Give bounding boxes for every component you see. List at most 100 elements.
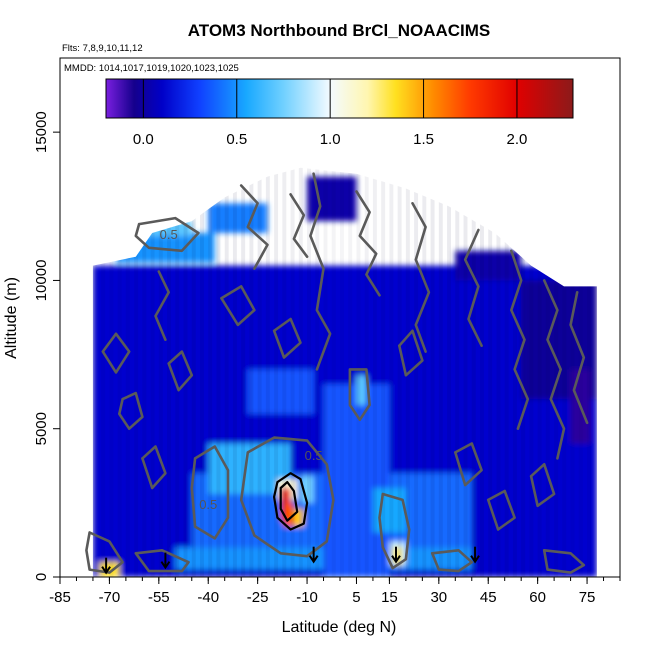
colorbar-tick-label: 2.0	[507, 131, 528, 148]
contour-line	[239, 436, 335, 558]
texture-stripe	[372, 167, 377, 577]
texture-stripe	[117, 167, 122, 577]
texture-stripe	[438, 167, 443, 577]
texture-stripe	[496, 167, 501, 577]
x-tick-label: 5	[352, 589, 360, 606]
marker-head	[101, 566, 111, 575]
texture-stripe	[414, 167, 419, 577]
marker-head	[470, 555, 480, 564]
heatmap-cell	[99, 562, 120, 577]
texture-stripe	[463, 167, 468, 577]
texture-stripe	[315, 167, 320, 577]
contour-line	[101, 332, 131, 374]
x-axis: -85 -70 -55 -40 -25 -10 5 15 30 45 60 75	[49, 576, 621, 606]
flight-markers	[101, 546, 480, 575]
texture-stripe	[265, 167, 270, 577]
x-tick-label: 60	[529, 589, 546, 606]
contour-line	[154, 270, 170, 342]
contour-line	[463, 228, 483, 348]
contour-line	[141, 445, 167, 490]
contour-line	[134, 548, 190, 573]
texture-stripe	[480, 167, 484, 577]
texture-stripe	[158, 167, 163, 577]
contour-line	[309, 172, 332, 371]
contour-label: 0.5	[160, 227, 178, 242]
texture-stripe	[307, 167, 312, 577]
texture-stripe	[422, 167, 427, 577]
marker-head	[391, 555, 401, 564]
contour-line	[85, 531, 124, 574]
chart-title: ATOM3 Northbound BrCl_NOAACIMS	[188, 21, 491, 40]
colorbar-gradient	[105, 78, 574, 119]
texture-stripe	[92, 167, 97, 577]
x-tick-label: 75	[579, 589, 596, 606]
x-axis-label: Latitude (deg N)	[282, 619, 397, 636]
contour-label: 0.5	[199, 497, 217, 512]
contour-line	[486, 489, 516, 531]
contour-line	[397, 329, 424, 377]
texture-stripe	[397, 167, 402, 577]
texture-stripe	[587, 167, 592, 577]
texture-stripe	[274, 167, 279, 577]
contour-line	[430, 548, 474, 573]
texture-stripe	[282, 167, 287, 577]
texture-stripe	[595, 167, 597, 577]
flight-marker	[101, 557, 111, 575]
flight-marker	[470, 546, 480, 564]
texture-stripe	[455, 167, 460, 577]
texture-stripe	[183, 167, 188, 577]
contour-line	[167, 350, 194, 392]
heatmap-cell	[284, 502, 294, 527]
texture-stripe	[323, 167, 328, 577]
texture-stripe	[257, 167, 262, 577]
texture-stripe	[241, 167, 246, 577]
colorbar: 0.0 0.5 1.0 1.5 2.0	[105, 78, 574, 148]
texture-stripe	[381, 167, 386, 577]
texture-stripe	[471, 167, 476, 577]
colorbar-tick-label: 1.0	[320, 131, 341, 148]
heatmap-cell	[208, 203, 268, 233]
contour-line	[569, 290, 589, 425]
contour-line	[279, 481, 299, 522]
contour-line	[118, 391, 144, 431]
flight-marker	[160, 552, 171, 570]
texture-stripe	[537, 167, 542, 577]
contour-line	[348, 368, 371, 422]
marker-head	[160, 561, 171, 570]
x-tick-label: -85	[49, 589, 71, 606]
texture-stripe	[529, 167, 534, 577]
contour-line	[220, 285, 256, 327]
texture-stripe	[578, 167, 583, 577]
heatmap-texture	[92, 167, 597, 577]
heatmap-cell	[293, 508, 304, 527]
x-tick-label: -70	[99, 589, 121, 606]
marker-head	[308, 555, 319, 564]
texture-stripe	[389, 167, 394, 577]
texture-stripe	[216, 167, 221, 577]
heatmap-cell	[356, 375, 367, 405]
contour-line	[272, 317, 302, 359]
y-tick-label: 0	[33, 573, 50, 581]
texture-stripe	[430, 167, 435, 577]
texture-stripe	[200, 167, 204, 577]
x-tick-label: -55	[148, 589, 170, 606]
contour-line	[134, 216, 200, 253]
colorbar-ticks: 0.0 0.5 1.0 1.5 2.0	[133, 79, 527, 148]
texture-stripe	[405, 167, 410, 577]
contour-label: 0.5	[305, 448, 323, 463]
texture-stripe	[167, 167, 172, 577]
texture-stripe	[554, 167, 559, 577]
texture-stripe	[521, 167, 526, 577]
x-tick-label: -40	[197, 589, 219, 606]
contour-line	[289, 193, 309, 259]
texture-stripe	[109, 167, 114, 577]
texture-stripe	[290, 167, 295, 577]
texture-stripe	[191, 167, 196, 577]
contour-line	[239, 184, 269, 270]
contour-labels: 0.5 0.5 0.5	[160, 227, 323, 512]
heatmap-cell	[392, 547, 403, 566]
y-tick-label: 15000	[33, 111, 50, 153]
texture-stripe	[356, 167, 361, 577]
flight-marker	[391, 546, 401, 564]
